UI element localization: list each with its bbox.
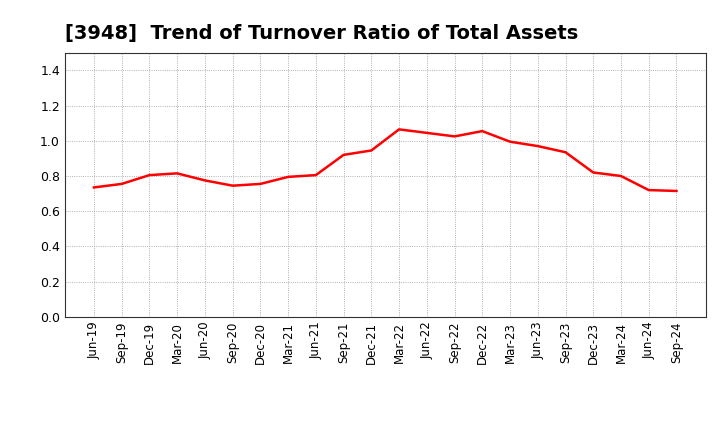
Text: [3948]  Trend of Turnover Ratio of Total Assets: [3948] Trend of Turnover Ratio of Total … xyxy=(65,24,578,43)
